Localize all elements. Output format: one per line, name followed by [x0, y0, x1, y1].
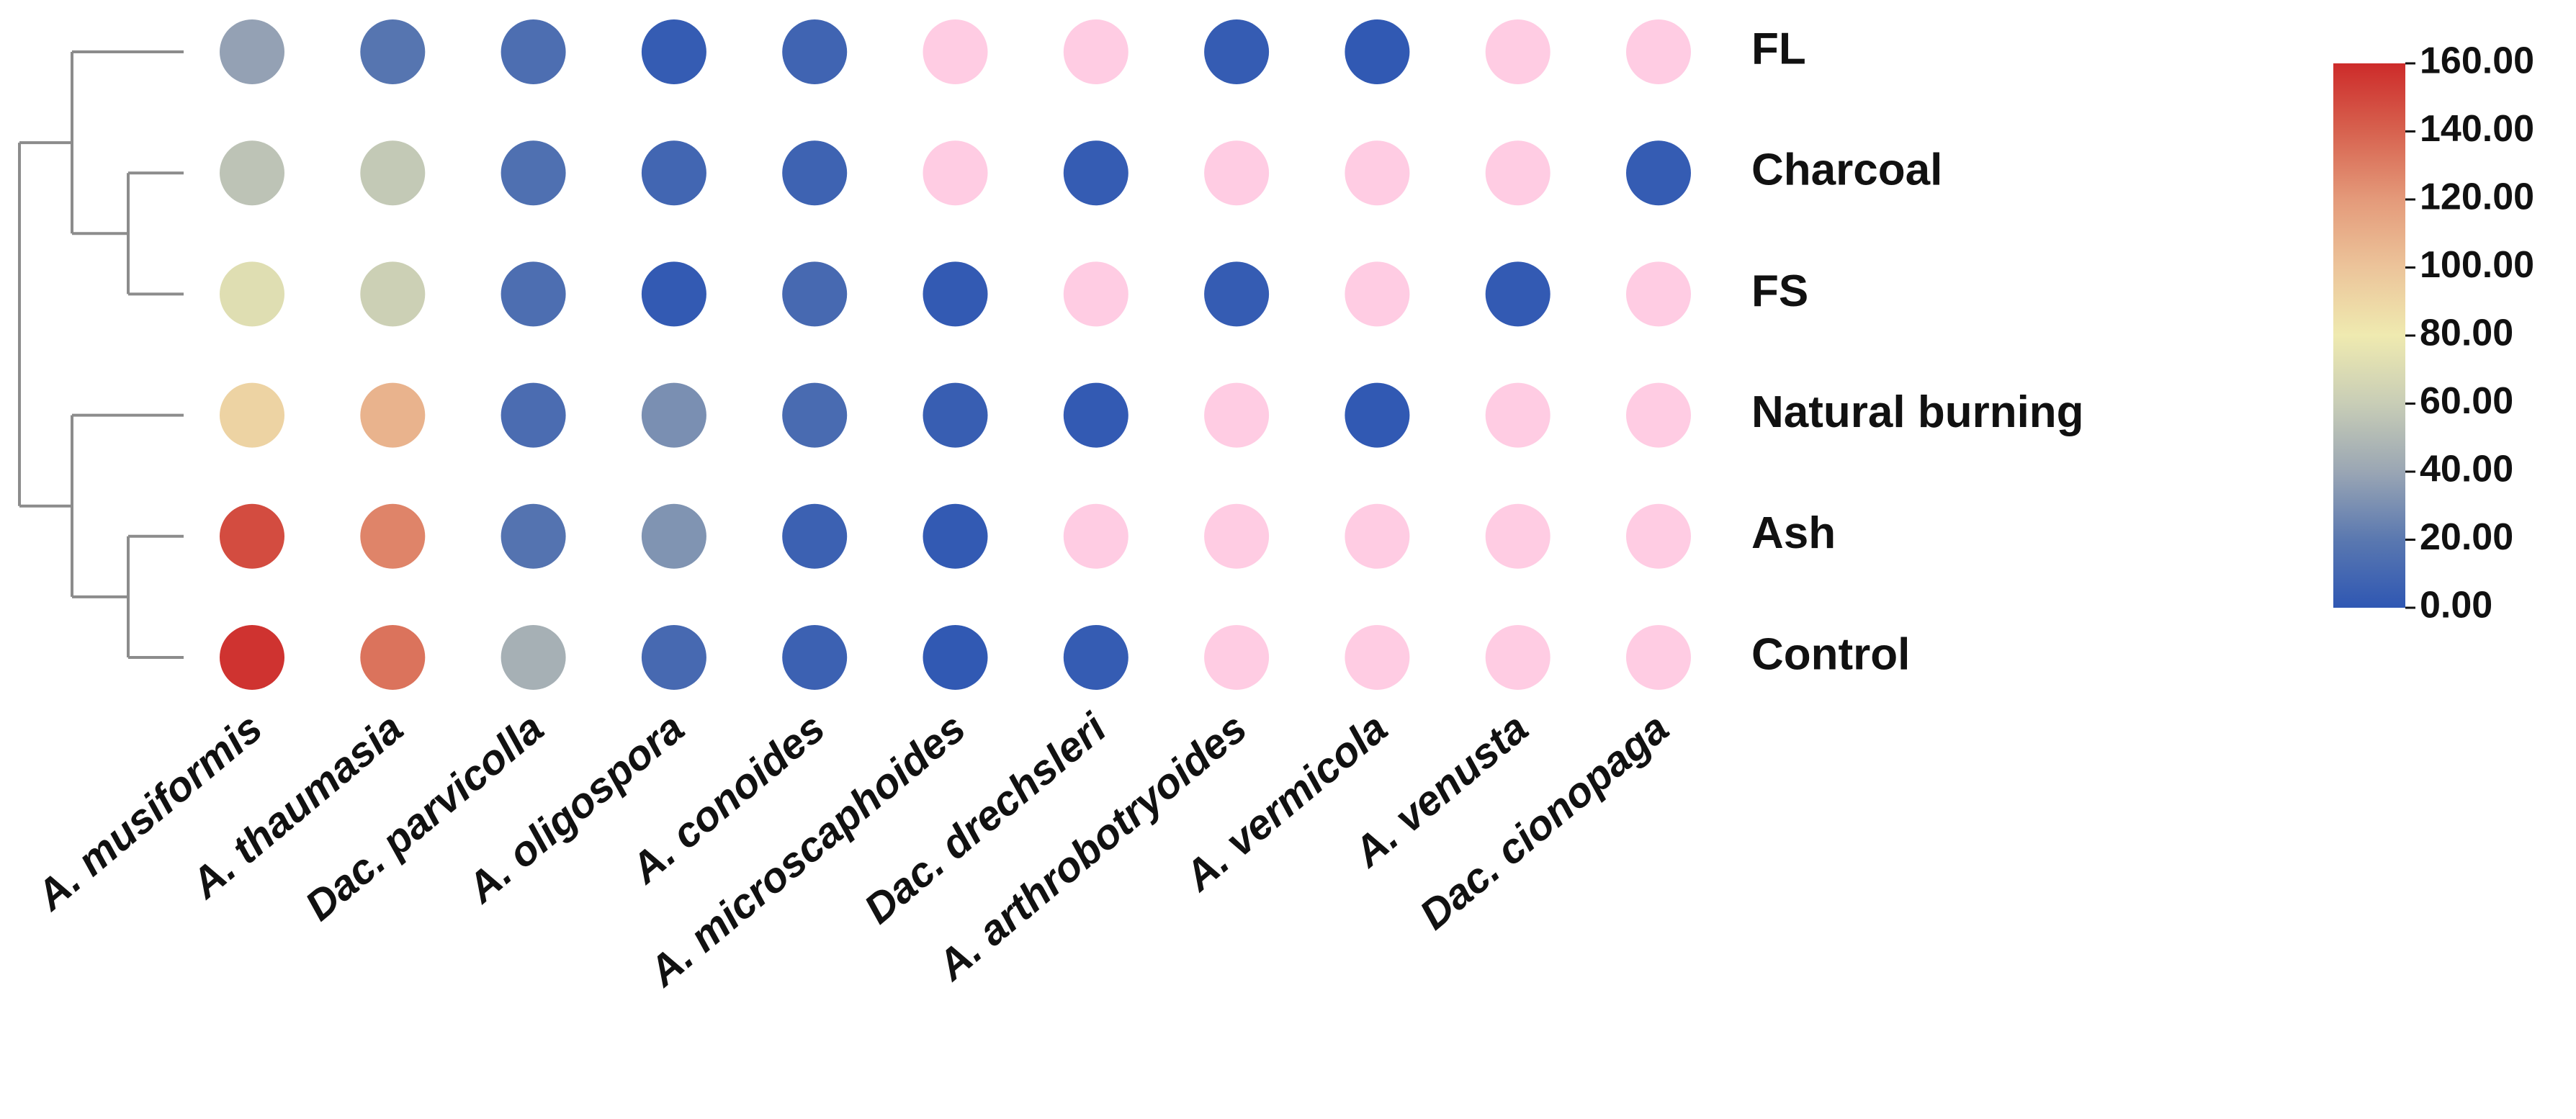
heatmap-dot — [1345, 140, 1410, 206]
heatmap-dot — [1485, 140, 1550, 206]
heatmap-dot — [1063, 140, 1128, 206]
heatmap-dot — [1485, 503, 1550, 569]
heatmap-dot — [1345, 625, 1410, 690]
column-label: Dac. drechsleri — [856, 704, 1116, 932]
heatmap-dot — [360, 19, 426, 84]
heatmap-dot — [1626, 382, 1691, 448]
heatmap-dot — [923, 382, 988, 448]
colorbar-tick-label: 40.00 — [2420, 449, 2513, 490]
row-label: Control — [1751, 629, 1910, 679]
heatmap-dot — [1626, 261, 1691, 327]
heatmap-dot — [782, 140, 848, 206]
row-label: Natural burning — [1751, 387, 2084, 437]
heatmap-dot — [1063, 382, 1128, 448]
heatmap-dot — [1626, 625, 1691, 690]
colorbar-tick-label: 80.00 — [2420, 313, 2513, 354]
heatmap-dot — [501, 140, 566, 206]
heatmap-dot — [220, 19, 284, 84]
heatmap-dot — [1063, 261, 1128, 327]
heatmap-dot — [923, 625, 988, 690]
colorbar-tick-label: 160.00 — [2420, 40, 2534, 82]
heatmap-dot — [1204, 261, 1270, 327]
heatmap-dot — [1063, 19, 1128, 84]
row-label: Ash — [1751, 508, 1836, 558]
heatmap-dot — [641, 625, 706, 690]
colorbar: 0.00 20.00 40.00 60.00 80.00 100.00 120.00 140.… — [2333, 40, 2534, 626]
heatmap-dot — [360, 261, 426, 327]
heatmap-dot — [923, 261, 988, 327]
row-dendrogram — [18, 50, 184, 659]
heatmap-dot — [360, 382, 426, 448]
colorbar-tick-label: 120.00 — [2420, 176, 2534, 218]
heatmap-dot — [1204, 19, 1270, 84]
row-label: Charcoal — [1751, 145, 1942, 195]
colorbar-tick-label: 0.00 — [2420, 585, 2492, 626]
heatmap-dot — [1485, 625, 1550, 690]
heatmap-dot — [641, 140, 706, 206]
heatmap-dot — [1626, 19, 1691, 84]
row-label: FL — [1751, 24, 1806, 73]
heatmap-dot — [1204, 625, 1270, 690]
heatmap-dot — [782, 503, 848, 569]
heatmap-dot — [1204, 382, 1270, 448]
heatmap-dot — [782, 382, 848, 448]
colorbar-tick-label: 60.00 — [2420, 380, 2513, 422]
heatmap-dot — [1345, 261, 1410, 327]
heatmap-dot — [782, 261, 848, 327]
heatmap-dot — [501, 19, 566, 84]
column-label: Dac. cionopaga — [1411, 704, 1677, 938]
heatmap-dot — [923, 503, 988, 569]
heatmap-dot — [1063, 625, 1128, 690]
heatmap-dot — [220, 625, 284, 690]
heatmap-dot — [641, 19, 706, 84]
heatmap-dot — [1204, 140, 1270, 206]
heatmap-dot — [1204, 503, 1270, 569]
heatmap-dot — [1345, 19, 1410, 84]
heatmap-dot — [641, 503, 706, 569]
heatmap-dot — [782, 625, 848, 690]
heatmap-dot — [1485, 261, 1550, 327]
heatmap-dot — [501, 625, 566, 690]
heatmap-dot — [1063, 503, 1128, 569]
colorbar-tick-label: 20.00 — [2420, 516, 2513, 558]
row-label: FS — [1751, 266, 1808, 316]
heatmap-dot — [1485, 382, 1550, 448]
heatmap-dot — [641, 261, 706, 327]
heatmap-dot — [1626, 503, 1691, 569]
heatmap-dot — [220, 382, 284, 448]
colorbar-tick-label: 100.00 — [2420, 244, 2534, 286]
heatmap-dot — [360, 625, 426, 690]
heatmap-dot — [501, 503, 566, 569]
heatmap-dots — [220, 19, 1691, 690]
heatmap-dot — [641, 382, 706, 448]
heatmap-dot — [220, 503, 284, 569]
heatmap-dot — [501, 261, 566, 327]
heatmap-dot — [923, 19, 988, 84]
heatmap-dot — [220, 261, 284, 327]
row-labels: FL Charcoal FS Natural burning Ash Control — [1751, 24, 2084, 679]
heatmap-dot — [1626, 140, 1691, 206]
heatmap-dot — [360, 140, 426, 206]
heatmap-dot — [501, 382, 566, 448]
colorbar-tick-label: 140.00 — [2420, 108, 2534, 150]
colorbar-gradient — [2333, 63, 2405, 608]
heatmap-dot — [782, 19, 848, 84]
heatmap-dot — [923, 140, 988, 206]
heatmap-dot — [1345, 382, 1410, 448]
column-label: Dac. parvicolla — [297, 704, 552, 930]
heatmap-dot — [220, 140, 284, 206]
heatmap-dot — [1485, 19, 1550, 84]
heatmap-dot — [360, 503, 426, 569]
heatmap-dot — [1345, 503, 1410, 569]
